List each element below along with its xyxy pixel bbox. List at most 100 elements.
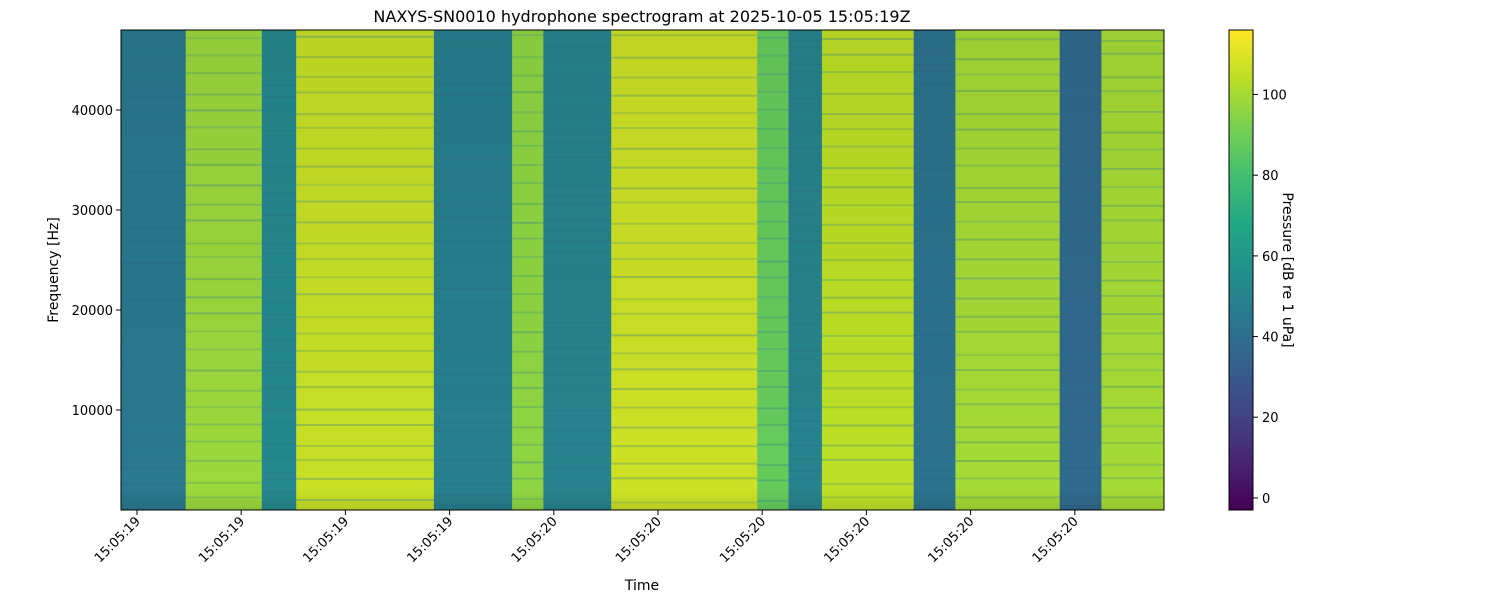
streak (788, 46, 822, 48)
streak (1059, 203, 1102, 204)
streak (261, 110, 297, 112)
streak (543, 142, 612, 144)
streak (296, 408, 434, 411)
streak (433, 111, 513, 113)
streak (543, 58, 612, 60)
streak (261, 408, 297, 410)
streak (512, 237, 544, 240)
streak (955, 297, 1060, 300)
streak (821, 458, 914, 461)
streak (433, 159, 513, 160)
streak (543, 359, 612, 361)
streak (261, 193, 297, 195)
streak (913, 347, 956, 349)
streak (296, 75, 434, 78)
streak (1101, 406, 1164, 409)
streak (261, 373, 297, 374)
streak (1101, 76, 1164, 79)
streak (821, 223, 914, 226)
streak (757, 348, 789, 351)
streak (1101, 496, 1164, 499)
streak (261, 301, 297, 303)
streak (543, 156, 612, 158)
streak (757, 237, 789, 240)
streak (1059, 482, 1102, 484)
streak (788, 206, 822, 207)
streak (121, 95, 186, 97)
streak (955, 496, 1060, 499)
streak (433, 324, 513, 326)
streak (611, 187, 758, 190)
streak (512, 311, 544, 314)
streak (821, 258, 914, 261)
streak (1101, 369, 1164, 372)
colorbar-tick-label: 0 (1262, 492, 1270, 507)
streak (611, 147, 758, 150)
x-tick-label: 15:05:20 (926, 514, 978, 566)
streak (121, 121, 186, 122)
streak (543, 410, 612, 412)
streak (788, 470, 822, 472)
streak (1059, 74, 1102, 75)
streak (1101, 261, 1164, 263)
streak (913, 122, 956, 124)
streak (543, 443, 612, 445)
streak (1059, 119, 1102, 121)
streak (121, 467, 186, 469)
streak (913, 63, 956, 65)
streak (121, 312, 186, 314)
streak (121, 346, 186, 348)
streak (913, 454, 956, 456)
streak (261, 96, 297, 97)
streak (543, 251, 612, 252)
streak (543, 394, 612, 396)
streak (543, 265, 612, 267)
x-tick-label: 15:05:20 (1030, 514, 1082, 566)
streak (185, 296, 262, 299)
streak (757, 296, 789, 299)
streak (913, 146, 956, 148)
streak (1101, 463, 1164, 466)
streak (1101, 353, 1164, 356)
streak (913, 334, 956, 336)
streak (296, 200, 434, 203)
streak (1101, 131, 1164, 134)
streak (788, 409, 822, 411)
streak (788, 387, 822, 388)
streak (433, 384, 513, 386)
plot-frame (120, 29, 1165, 511)
streak (185, 126, 262, 129)
streak (913, 216, 956, 218)
streak (913, 228, 956, 230)
streak (788, 349, 822, 351)
streak (543, 276, 612, 278)
streak (1101, 477, 1164, 480)
streak (611, 222, 758, 225)
streak (788, 359, 822, 361)
streak (261, 339, 297, 341)
streak (261, 84, 297, 86)
streak (261, 60, 297, 62)
x-tick-label: 15:05:19 (405, 514, 457, 566)
streak (185, 255, 262, 258)
streak (296, 386, 434, 389)
streak (433, 142, 513, 144)
streak (955, 353, 1060, 356)
streak (543, 373, 612, 375)
streak (433, 228, 513, 230)
streak (1059, 406, 1102, 408)
colorbar-gradient (1228, 29, 1254, 511)
streak (543, 421, 612, 423)
streak (1059, 382, 1102, 384)
streak (543, 74, 612, 76)
streak (788, 478, 822, 480)
streak (185, 389, 262, 392)
streak (121, 204, 186, 206)
streak (512, 426, 544, 429)
streak (757, 499, 789, 502)
streak (757, 316, 789, 319)
streak (433, 421, 513, 423)
streak (543, 203, 612, 205)
streak (512, 256, 544, 258)
streak (1059, 435, 1102, 437)
